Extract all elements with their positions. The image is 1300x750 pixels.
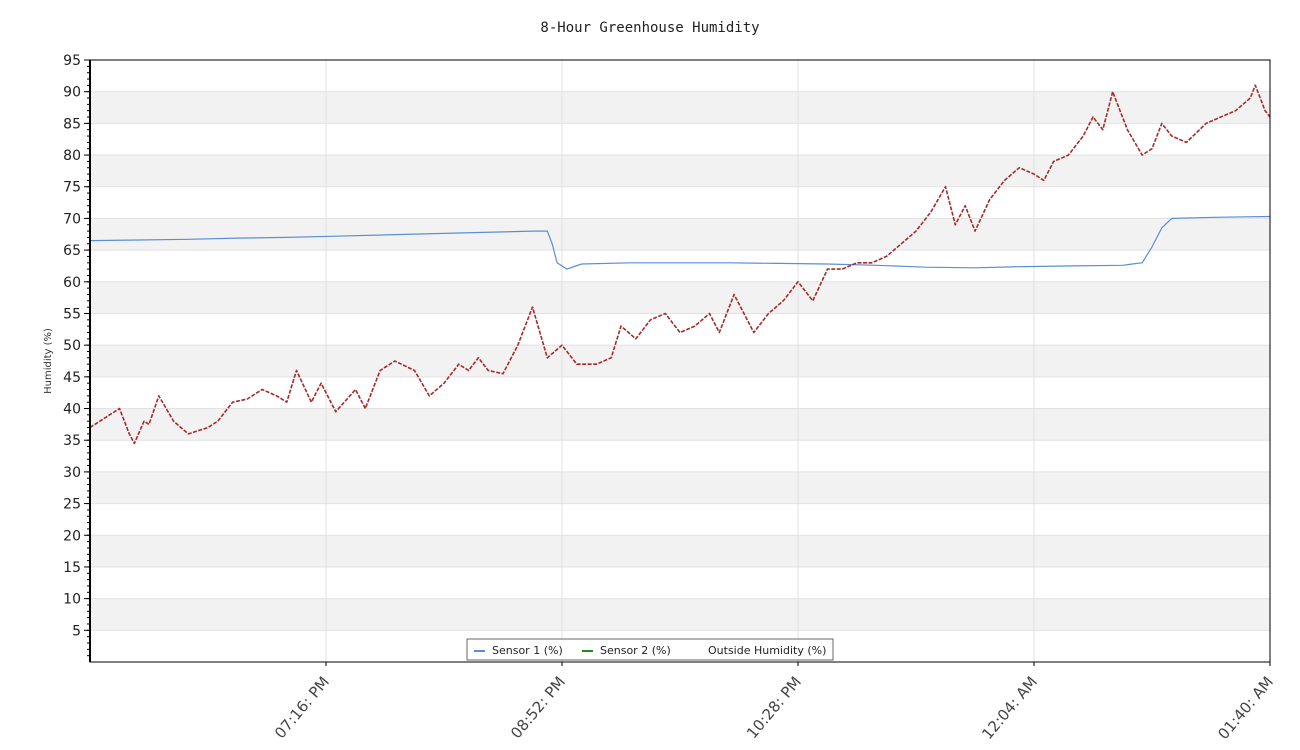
y-tick-label: 40 — [63, 402, 81, 418]
y-tick-label: 15 — [63, 560, 81, 576]
legend-label-sensor-1: Sensor 1 (%) — [492, 644, 563, 657]
y-tick-label: 30 — [63, 465, 81, 481]
y-tick-label: 25 — [63, 497, 81, 513]
grid-band — [90, 155, 1270, 187]
legend-box — [466, 638, 834, 661]
x-tick-labels: 07:16: PM 08:52: PM 10:28: PM 12:04: AM 01:4… — [271, 662, 1277, 743]
grid-band — [90, 598, 1270, 631]
y-tick-label: 20 — [63, 528, 81, 544]
grid-band — [90, 91, 1270, 124]
grid-band — [90, 471, 1270, 504]
y-tick-label: 10 — [63, 592, 81, 608]
y-tick-label: 35 — [63, 433, 81, 449]
y-tick-label: 90 — [63, 85, 81, 101]
x-tick-label: 12:04: AM — [978, 673, 1041, 743]
x-tick-label: 01:40: AM — [1214, 673, 1277, 743]
y-tick-label: 95 — [63, 53, 81, 69]
y-tick-label: 50 — [63, 338, 81, 354]
grid-band — [90, 408, 1270, 441]
y-tick-labels: 5 10 15 20 25 30 35 40 45 50 55 60 65 70 75 80 85 90 95 — [63, 53, 90, 639]
y-tick-label: 55 — [63, 306, 81, 322]
grid-band — [90, 281, 1270, 314]
legend-label-outside-humidity: Outside Humidity (%) — [708, 644, 826, 657]
y-tick-label: 65 — [63, 243, 81, 259]
x-tick-label: 08:52: PM — [507, 673, 569, 742]
grid-band — [90, 218, 1270, 251]
y-tick-label: 45 — [63, 370, 81, 386]
x-tick-label: 10:28: PM — [743, 673, 805, 742]
y-axis-label: Humidity (%) — [43, 328, 54, 394]
y-tick-label: 5 — [72, 623, 81, 639]
chart-title: 8-Hour Greenhouse Humidity — [540, 20, 759, 36]
grid-band — [90, 345, 1270, 377]
y-tick-label: 75 — [63, 180, 81, 196]
grid-bands — [90, 91, 1270, 663]
series-line-outside-humidity — [89, 84, 1271, 445]
series-layer — [89, 84, 1271, 445]
x-tick-label: 07:16: PM — [271, 673, 333, 742]
grid-band — [90, 535, 1270, 567]
legend: Sensor 1 (%) Sensor 2 (%) Outside Humidity… — [466, 638, 834, 661]
series-line-sensor-1 — [89, 215, 1271, 270]
legend-label-sensor-2: Sensor 2 (%) — [600, 644, 671, 657]
y-tick-label: 80 — [63, 148, 81, 164]
y-tick-label: 70 — [63, 211, 81, 227]
y-tick-label: 60 — [63, 275, 81, 291]
y-tick-label: 85 — [63, 116, 81, 132]
